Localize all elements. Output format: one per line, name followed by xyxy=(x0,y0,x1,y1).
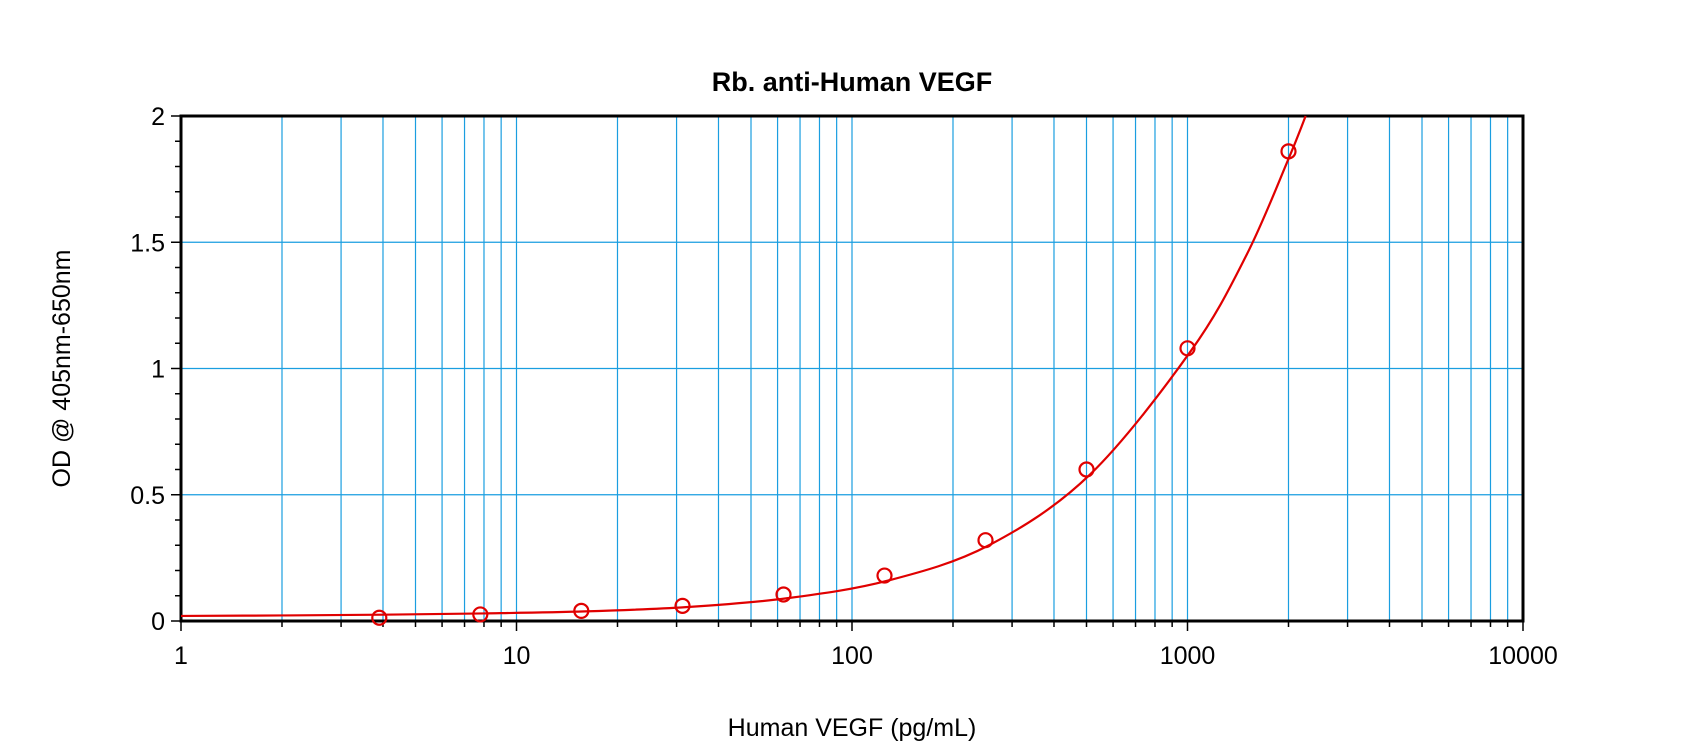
y-tick-label: 0.5 xyxy=(130,482,165,510)
data-point xyxy=(876,567,893,584)
series xyxy=(180,115,1307,626)
y-tick-label: 0 xyxy=(151,608,165,636)
data-point xyxy=(472,606,489,623)
x-tick-label: 1 xyxy=(174,642,188,670)
x-tick-label: 1000 xyxy=(1160,642,1216,670)
data-point xyxy=(674,597,691,614)
y-tick-label: 1 xyxy=(151,356,165,384)
data-point xyxy=(775,586,792,603)
fit-curve xyxy=(180,115,1307,618)
data-point xyxy=(977,532,994,549)
ticks: 1 10 100 1000 10000 0 0.5 1 1.5 2 xyxy=(130,103,1558,670)
y-tick-label: 1.5 xyxy=(130,229,165,257)
grid xyxy=(181,116,1523,621)
y-axis-label: OD @ 405nm-650nm xyxy=(48,250,76,488)
y-tick-label: 2 xyxy=(151,103,165,131)
data-point xyxy=(1280,143,1297,160)
x-tick-label: 100 xyxy=(831,642,873,670)
x-axis-label: Human VEGF (pg/mL) xyxy=(728,714,977,742)
data-point xyxy=(1078,461,1095,478)
data-point xyxy=(1179,340,1196,357)
x-tick-label: 10000 xyxy=(1488,642,1558,670)
x-tick-label: 10 xyxy=(503,642,531,670)
chart-title: Rb. anti-Human VEGF xyxy=(712,67,993,97)
data-point xyxy=(573,602,590,620)
data-point xyxy=(371,609,388,626)
